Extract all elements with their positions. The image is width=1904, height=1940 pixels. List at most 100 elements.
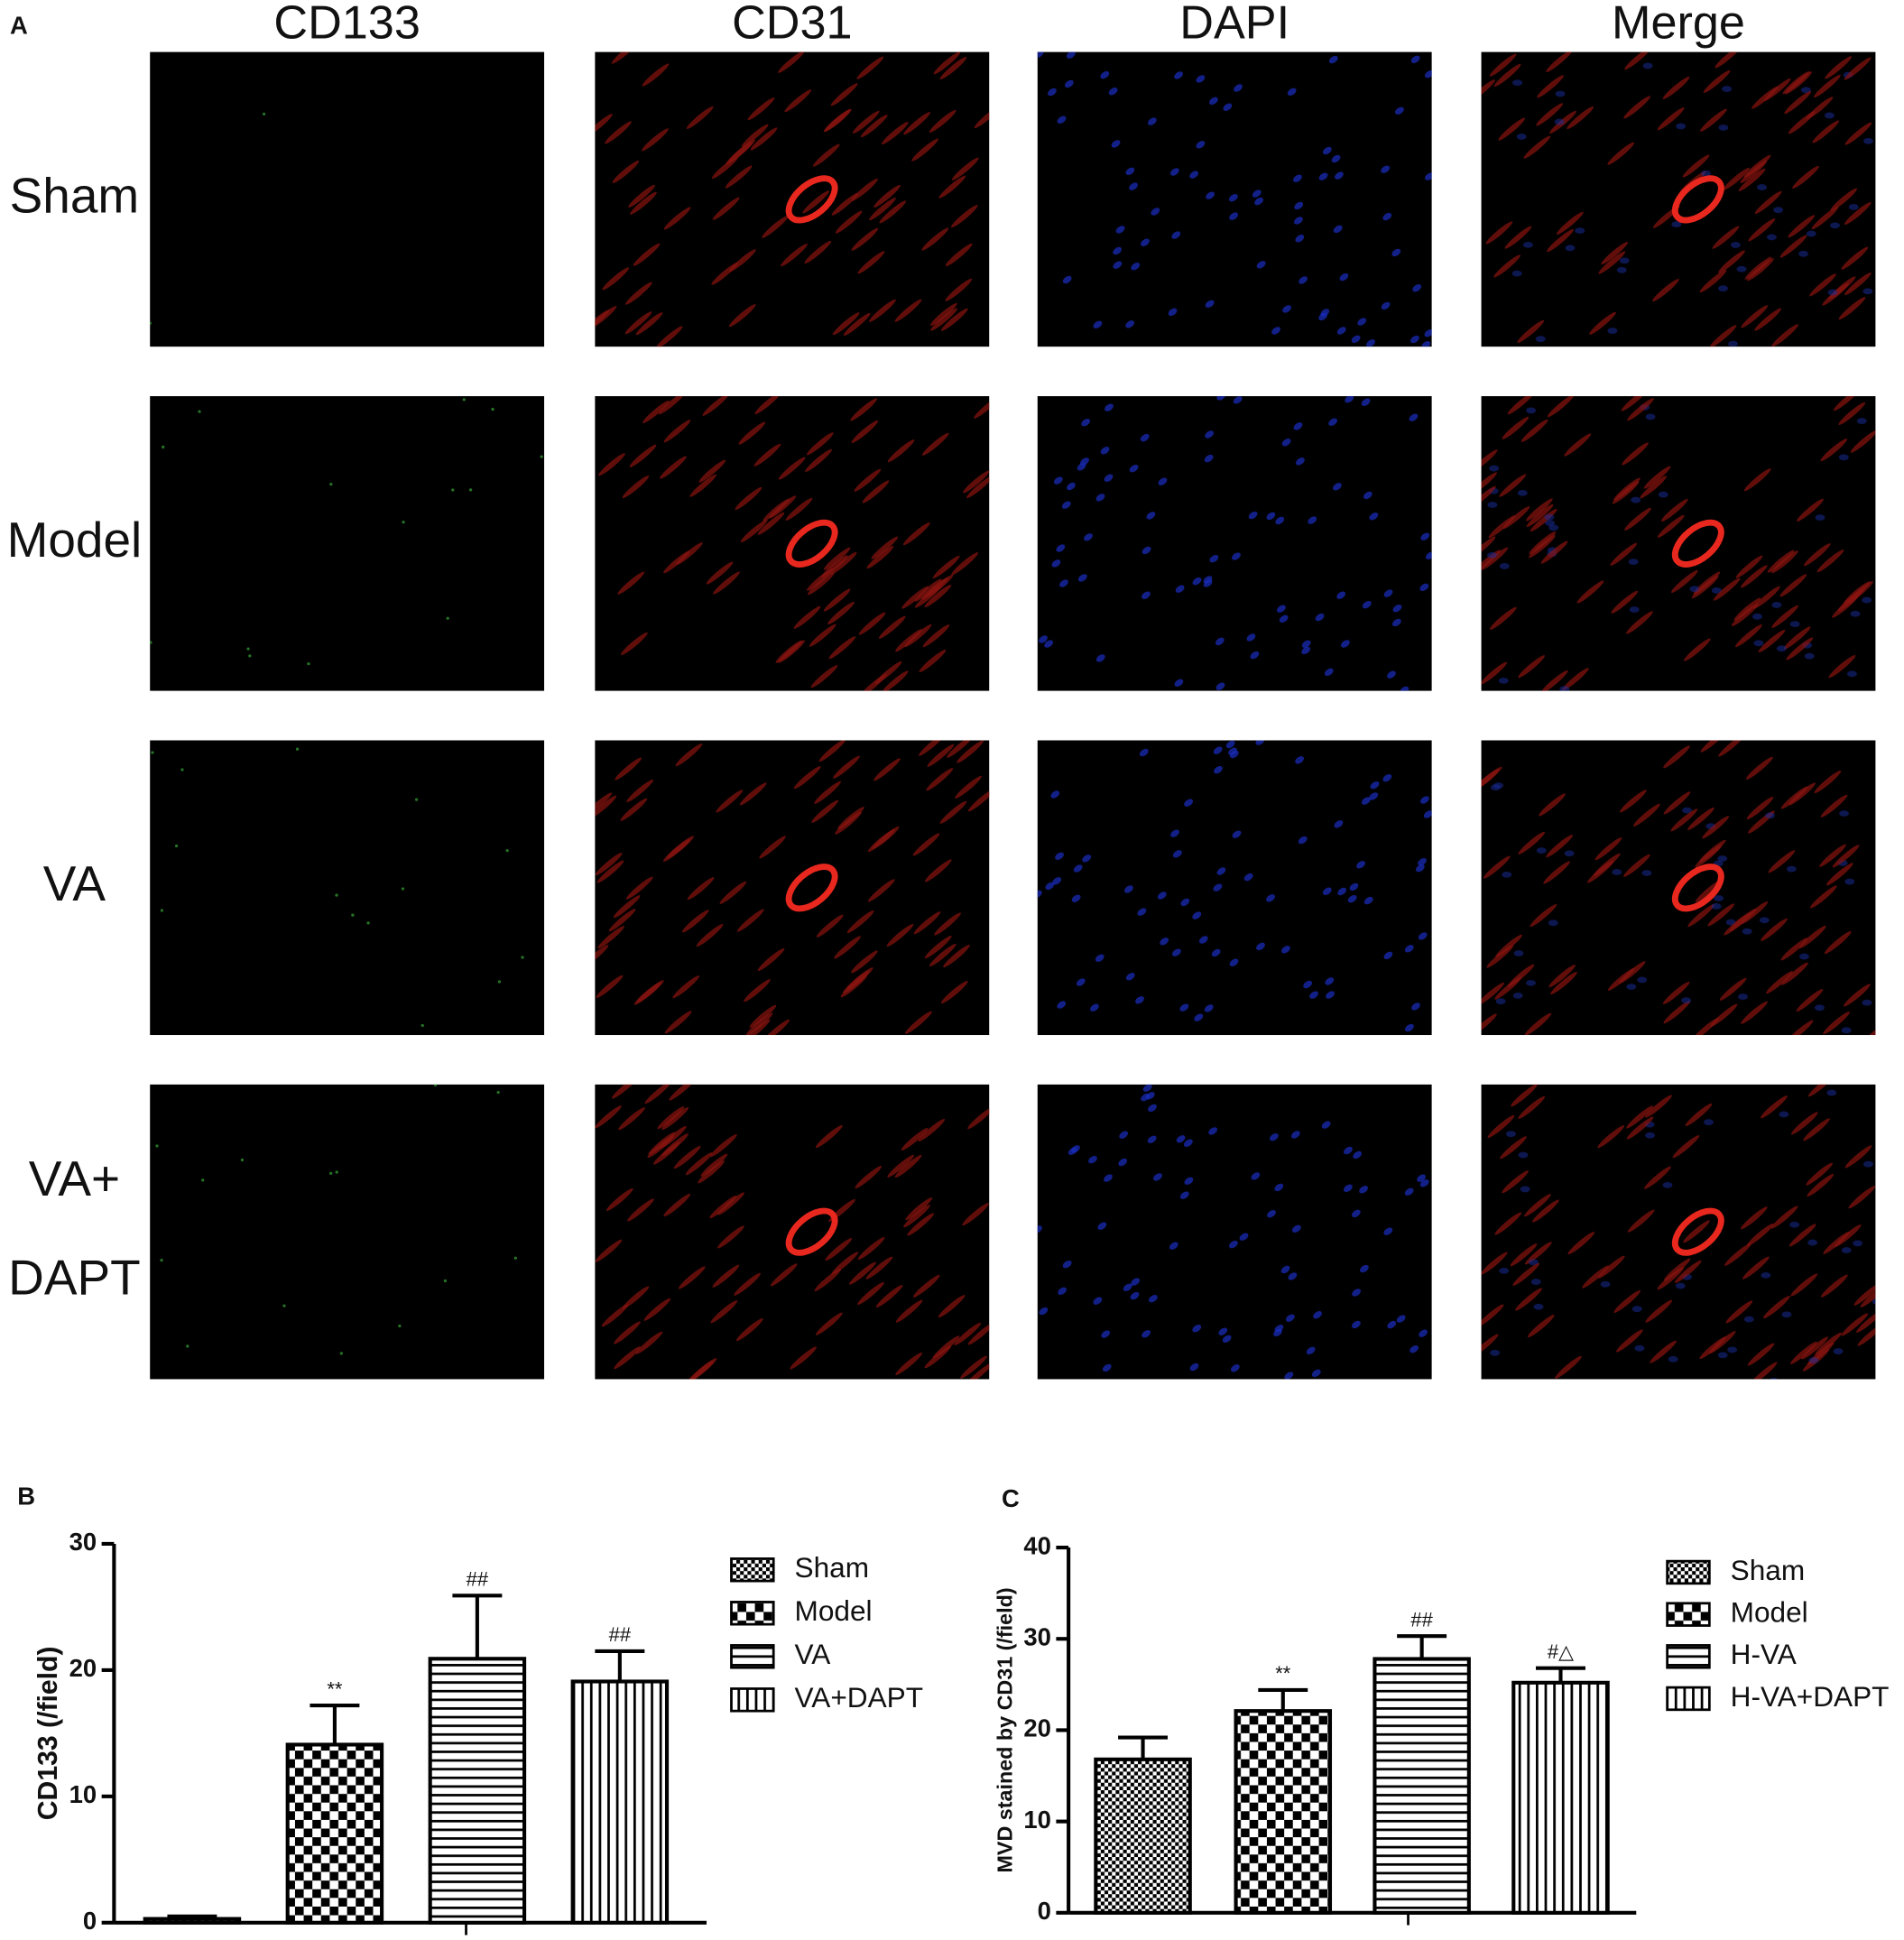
texture-dot xyxy=(1294,201,1304,210)
texture-streak xyxy=(1768,850,1796,873)
texture-streak xyxy=(681,910,709,933)
texture-dot xyxy=(1776,645,1787,652)
texture-dot xyxy=(1736,265,1747,273)
texture-streak xyxy=(918,1118,946,1142)
texture-streak xyxy=(1663,745,1690,769)
texture-streak xyxy=(711,155,739,180)
texture-dot xyxy=(1419,583,1429,592)
texture-dot xyxy=(1246,633,1256,642)
legend-label: Sham xyxy=(795,1551,870,1584)
texture-dot xyxy=(1347,894,1357,903)
texture-streak xyxy=(1844,57,1872,80)
texture-dot xyxy=(1293,422,1303,430)
texture-streak xyxy=(747,97,775,121)
texture-streak xyxy=(846,910,874,934)
texture-dot xyxy=(1274,1183,1284,1192)
texture-dot xyxy=(1671,221,1682,227)
texture-streak xyxy=(739,782,767,806)
texture-dot xyxy=(1141,546,1151,555)
texture-streak xyxy=(938,1295,966,1318)
texture-streak xyxy=(596,975,624,998)
texture-dot xyxy=(1322,146,1332,155)
texture-streak xyxy=(914,578,942,602)
texture-streak xyxy=(1489,53,1517,77)
texture-streak xyxy=(938,175,966,199)
texture-streak xyxy=(967,789,990,812)
texture-streak xyxy=(894,1155,922,1178)
texture-dot xyxy=(1526,407,1537,414)
texture-streak xyxy=(835,811,862,835)
texture-dot xyxy=(1495,998,1506,1005)
texture-dot xyxy=(1383,589,1393,597)
texture-streak xyxy=(1594,837,1622,861)
texture-streak xyxy=(1626,1116,1654,1140)
texture-dot xyxy=(328,1171,333,1176)
texture-dot xyxy=(1512,79,1523,87)
texture-streak xyxy=(1825,56,1852,79)
texture-streak xyxy=(627,1198,654,1222)
texture-streak xyxy=(829,551,857,575)
texture-streak xyxy=(886,923,914,947)
texture-dot xyxy=(1125,320,1135,328)
texture-dot xyxy=(1326,991,1335,999)
texture-streak xyxy=(1520,419,1548,442)
texture-dot xyxy=(1209,554,1219,563)
texture-streak xyxy=(615,757,642,781)
texture-streak xyxy=(939,800,967,824)
texture-streak xyxy=(606,1187,633,1211)
texture-dot xyxy=(1395,106,1404,115)
texture-dot xyxy=(1517,489,1528,496)
texture-streak xyxy=(1481,661,1508,685)
texture-streak xyxy=(827,601,855,625)
texture-dot xyxy=(1511,270,1522,277)
texture-streak xyxy=(1786,1020,1814,1036)
texture-dot xyxy=(180,768,184,771)
texture-streak xyxy=(1624,51,1651,70)
texture-dot xyxy=(433,1084,438,1087)
texture-dot xyxy=(1410,1344,1419,1353)
texture-streak xyxy=(595,792,613,816)
texture-streak xyxy=(618,1107,645,1131)
texture-dot xyxy=(1421,341,1431,347)
texture-dot xyxy=(1048,88,1057,97)
texture-dot xyxy=(1239,1233,1249,1241)
texture-streak xyxy=(1627,1209,1655,1233)
texture-streak xyxy=(843,312,871,337)
texture-streak xyxy=(625,876,653,900)
texture-streak xyxy=(922,624,950,648)
texture-streak xyxy=(1481,79,1496,103)
texture-streak xyxy=(1682,154,1710,178)
texture-streak xyxy=(855,1166,883,1189)
texture-dot xyxy=(1607,328,1618,335)
texture-streak xyxy=(1548,965,1576,988)
texture-streak xyxy=(745,1012,773,1036)
texture-dot xyxy=(1172,850,1182,858)
texture-dot xyxy=(1522,241,1533,248)
texture-streak xyxy=(605,121,632,144)
texture-dot xyxy=(1662,1181,1673,1188)
texture-streak xyxy=(1753,586,1780,609)
texture-dot xyxy=(1337,887,1347,896)
texture-streak xyxy=(1779,574,1807,597)
texture-dot xyxy=(1115,226,1125,234)
bar xyxy=(285,1742,384,1925)
texture-dot xyxy=(1097,1222,1107,1230)
texture-streak xyxy=(1770,1206,1798,1229)
y-tick-label: 10 xyxy=(69,1780,97,1808)
texture-streak xyxy=(1481,449,1498,473)
texture-streak xyxy=(924,584,952,608)
texture-streak xyxy=(1663,791,1691,815)
texture-dot xyxy=(1838,454,1849,461)
texture-streak xyxy=(1856,1309,1876,1333)
texture-streak xyxy=(1685,1103,1713,1127)
texture-dot xyxy=(1313,1311,1322,1319)
texture-streak xyxy=(757,512,785,535)
texture-dot xyxy=(1230,1364,1240,1372)
texture-dot xyxy=(1718,285,1728,292)
texture-dot xyxy=(1218,1327,1228,1335)
texture-streak xyxy=(1766,971,1793,994)
texture-streak xyxy=(1709,325,1737,347)
texture-streak xyxy=(636,980,664,1003)
texture-streak xyxy=(1735,555,1763,578)
texture-dot xyxy=(1081,418,1091,427)
